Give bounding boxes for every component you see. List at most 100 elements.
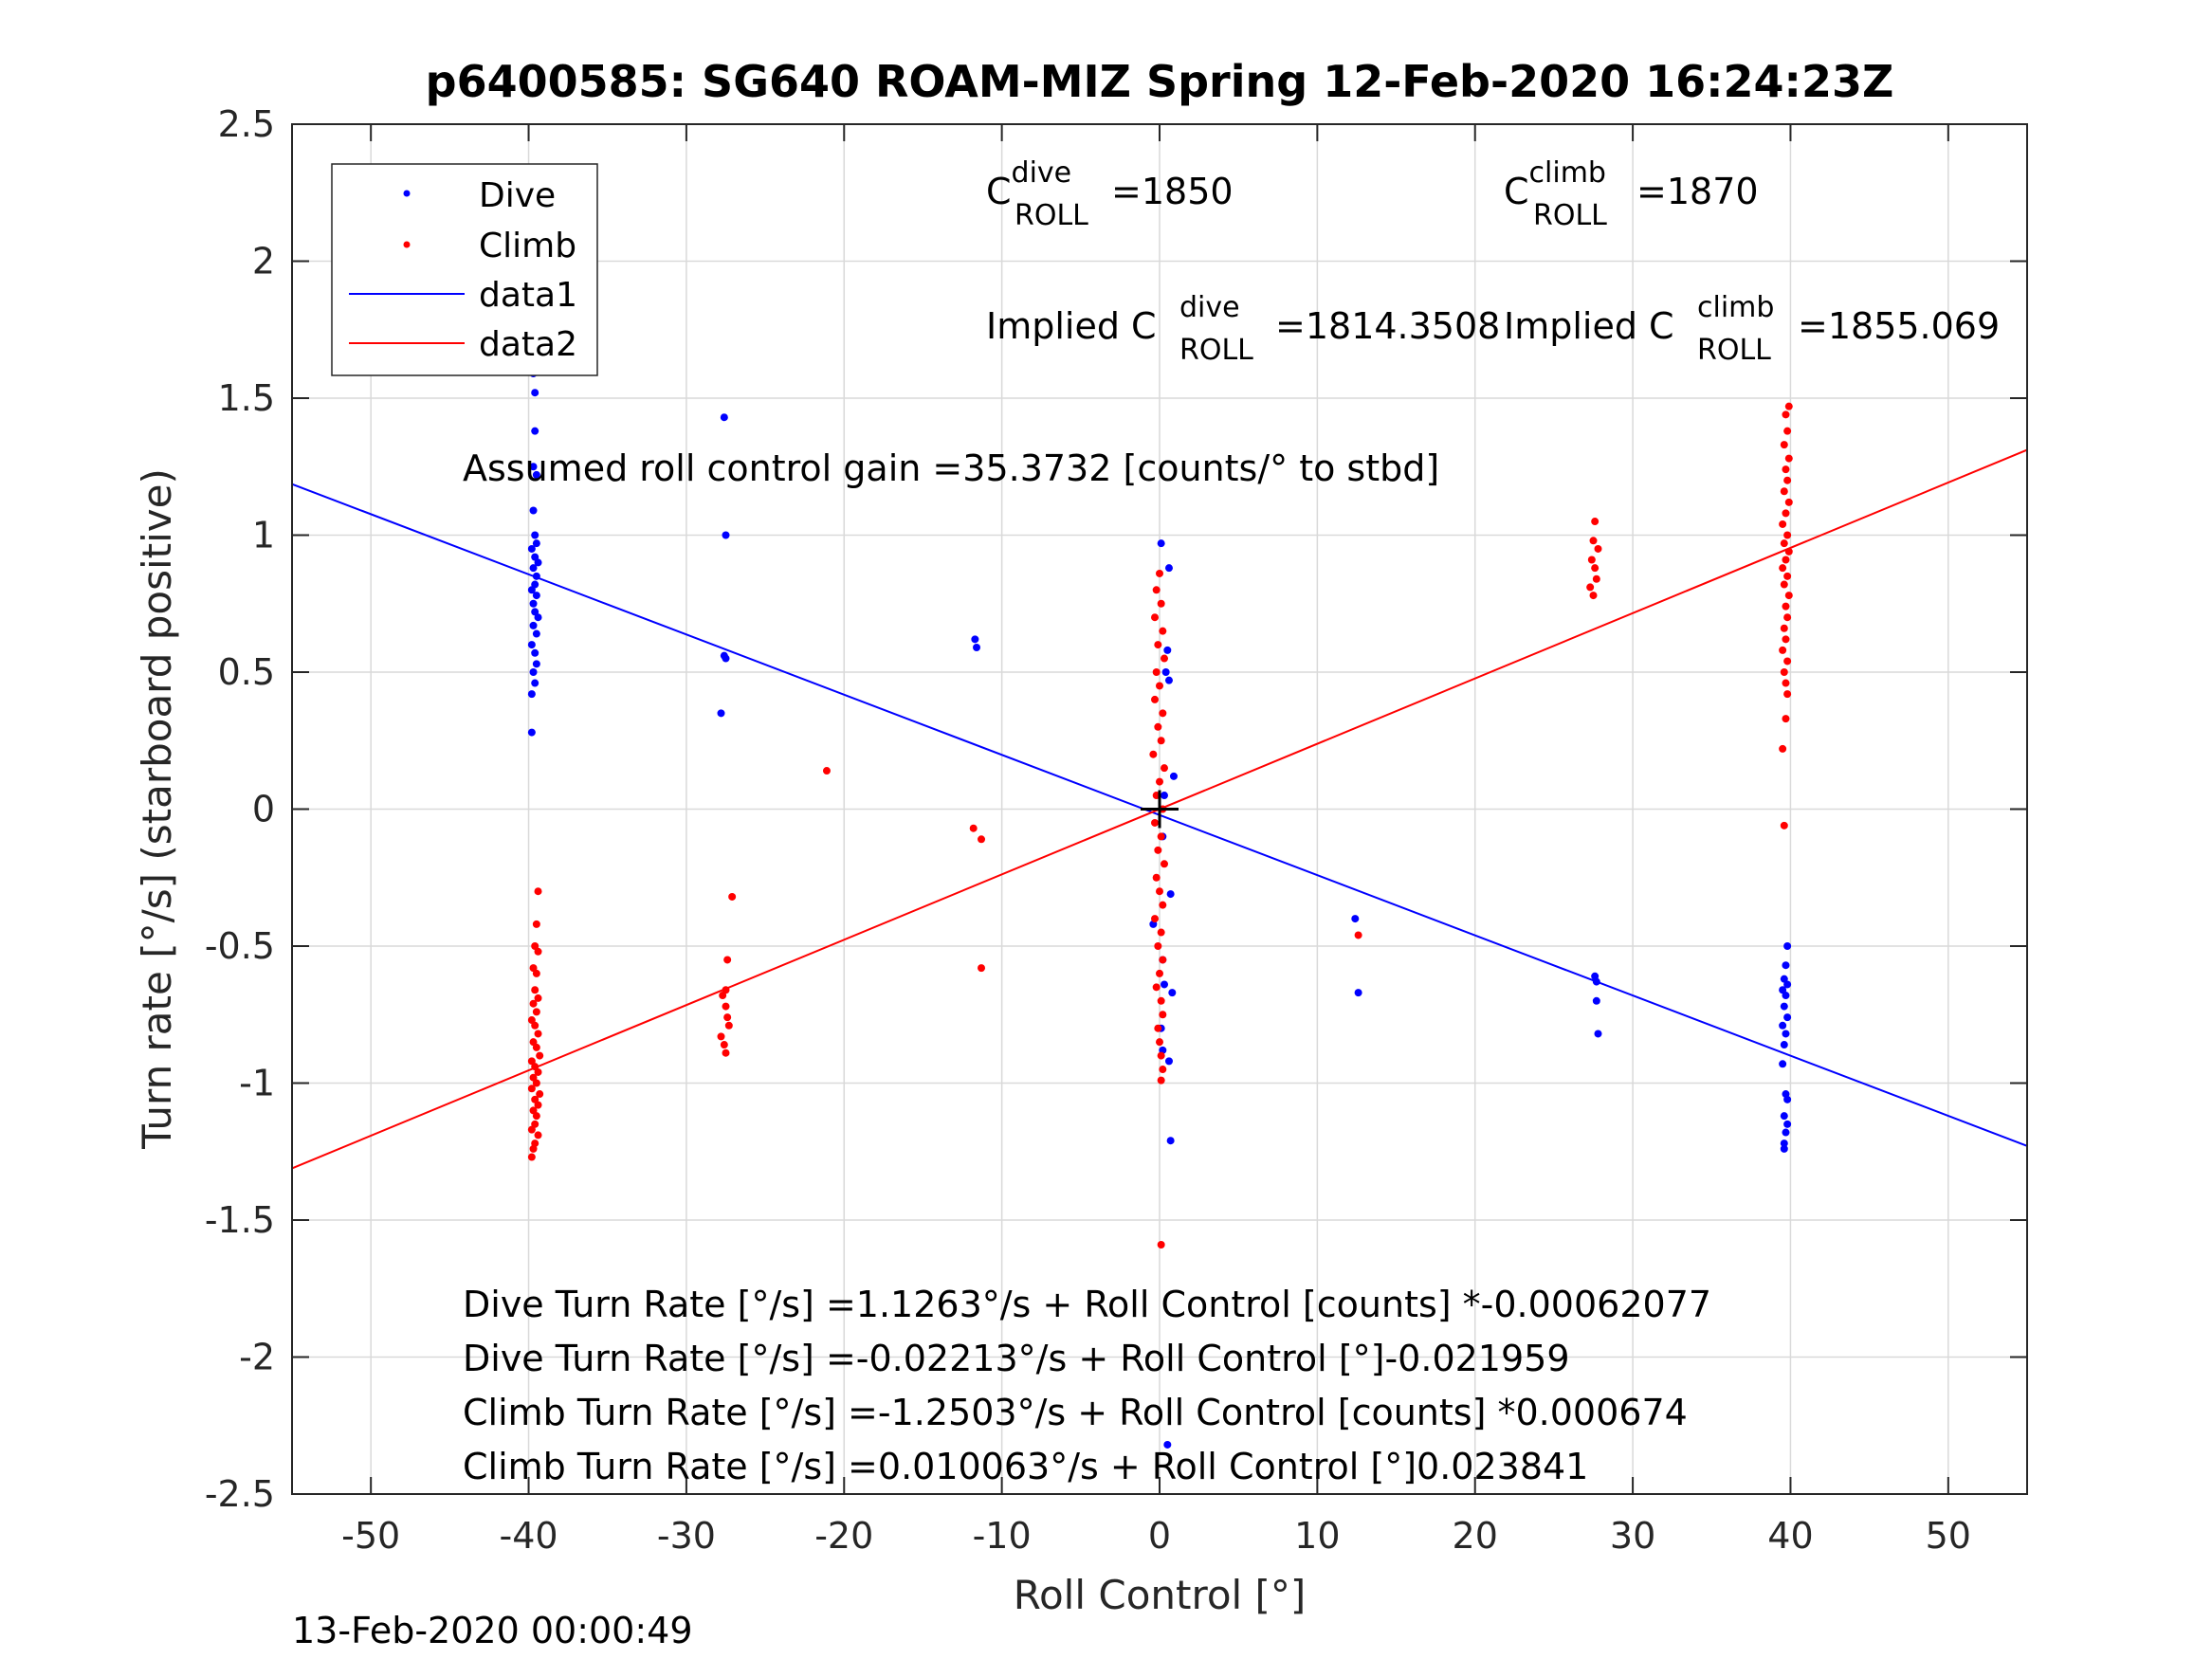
point-climb [531,942,539,950]
point-dive [532,470,540,479]
annotation-c-climb-value: =1870 [1636,171,1759,212]
point-climb [532,1008,540,1016]
x-tick-label: 40 [1767,1515,1813,1557]
point-climb [531,1021,539,1030]
point-climb [527,1153,536,1161]
legend-label-dive: Dive [479,176,556,215]
point-climb [532,1043,540,1051]
point-climb [1154,1024,1162,1032]
point-climb [1587,556,1596,564]
equation-climb-counts: Climb Turn Rate [°/s] =-1.2503°/s + Roll… [463,1392,1688,1433]
annotation-c-climb-sup: climb [1529,156,1606,190]
point-dive [531,679,539,687]
point-climb [1783,476,1792,484]
point-climb [1151,915,1160,923]
point-dive [717,709,725,718]
point-climb [1154,722,1162,731]
point-climb [529,1106,538,1115]
y-axis-label: Turn rate [°/s] (starboard positive) [134,468,180,1150]
point-dive [531,427,539,435]
point-climb [531,1063,539,1071]
point-dive [1779,1060,1787,1068]
point-climb [1591,564,1600,573]
point-dive [1169,772,1178,780]
point-dive [527,586,536,594]
point-climb [969,824,978,832]
point-climb [534,1101,542,1109]
point-climb [1159,1011,1167,1019]
point-dive [1782,992,1790,1000]
point-dive [529,668,538,676]
point-dive [1782,1128,1790,1137]
point-dive [1783,980,1792,989]
point-dive [1164,564,1173,573]
point-climb [1149,750,1158,758]
point-dive [527,728,536,737]
point-climb [1594,544,1602,553]
point-climb [532,969,540,977]
point-climb [529,1144,538,1153]
point-climb [1591,518,1600,526]
point-dive [973,643,981,651]
point-climb [1589,537,1598,545]
y-tick-label: 2 [252,241,275,283]
point-climb [1782,679,1790,687]
point-climb [1784,592,1793,600]
point-climb [1783,427,1792,435]
annotation-gain: Assumed roll control gain =35.3732 [coun… [463,447,1439,489]
point-climb [1782,635,1790,644]
annotation-c-dive-sub: ROLL [1015,199,1088,232]
point-dive [529,599,538,608]
point-climb [1157,1051,1165,1060]
point-climb [720,1041,728,1049]
legend-box [331,163,598,376]
annotation-c-climb-sub: ROLL [1533,199,1607,232]
point-climb [719,992,727,1000]
point-climb [723,1013,732,1022]
point-climb [1156,569,1163,577]
point-dive [1354,989,1362,997]
point-climb [527,1125,536,1134]
y-tick-label: -1.5 [205,1199,275,1241]
point-climb [1152,983,1161,992]
point-climb [527,1016,536,1025]
point-climb [1151,613,1160,622]
y-tick-label: -2 [239,1337,275,1378]
point-climb [1151,818,1160,827]
point-dive [527,544,536,553]
point-dive [529,506,538,515]
annotation-c-dive-base: C [986,171,1012,212]
point-dive [534,558,542,567]
point-dive [532,592,540,600]
annotation-c-climb: Cclimb ROLL =1870 [1504,156,1759,232]
point-dive [1163,646,1172,654]
point-dive [1160,792,1168,800]
annotation-c-climb-base: C [1504,171,1529,212]
point-climb [1354,931,1362,939]
axis-ticks: -50 -40 -30 -20 -10 0 10 20 30 40 50 2.5 2 1.5 1 0.5 0 -0… [205,103,2027,1557]
point-dive [1780,1139,1788,1148]
point-climb [1780,539,1788,548]
legend-label-climb: Climb [479,227,576,265]
x-tick-label: 50 [1926,1515,1971,1557]
point-climb [822,767,831,775]
point-climb [1157,1241,1165,1249]
point-climb [531,1120,539,1128]
annotation-implied-dive-base: Implied C [986,305,1157,347]
point-dive [1780,1144,1788,1153]
x-tick-label: 20 [1453,1515,1498,1557]
point-dive [529,463,538,471]
point-climb [1782,556,1790,564]
annotation-implied-dive-sub: ROLL [1179,334,1253,367]
x-tick-label: -30 [657,1515,716,1557]
point-dive [722,531,730,539]
point-climb [1783,690,1792,699]
annotation-c-dive-value: =1850 [1111,171,1234,212]
point-dive [1782,1030,1790,1038]
point-climb [1779,520,1787,528]
point-dive [1164,676,1173,684]
point-climb [1157,737,1165,745]
point-climb [722,986,730,994]
point-climb [534,1030,542,1038]
